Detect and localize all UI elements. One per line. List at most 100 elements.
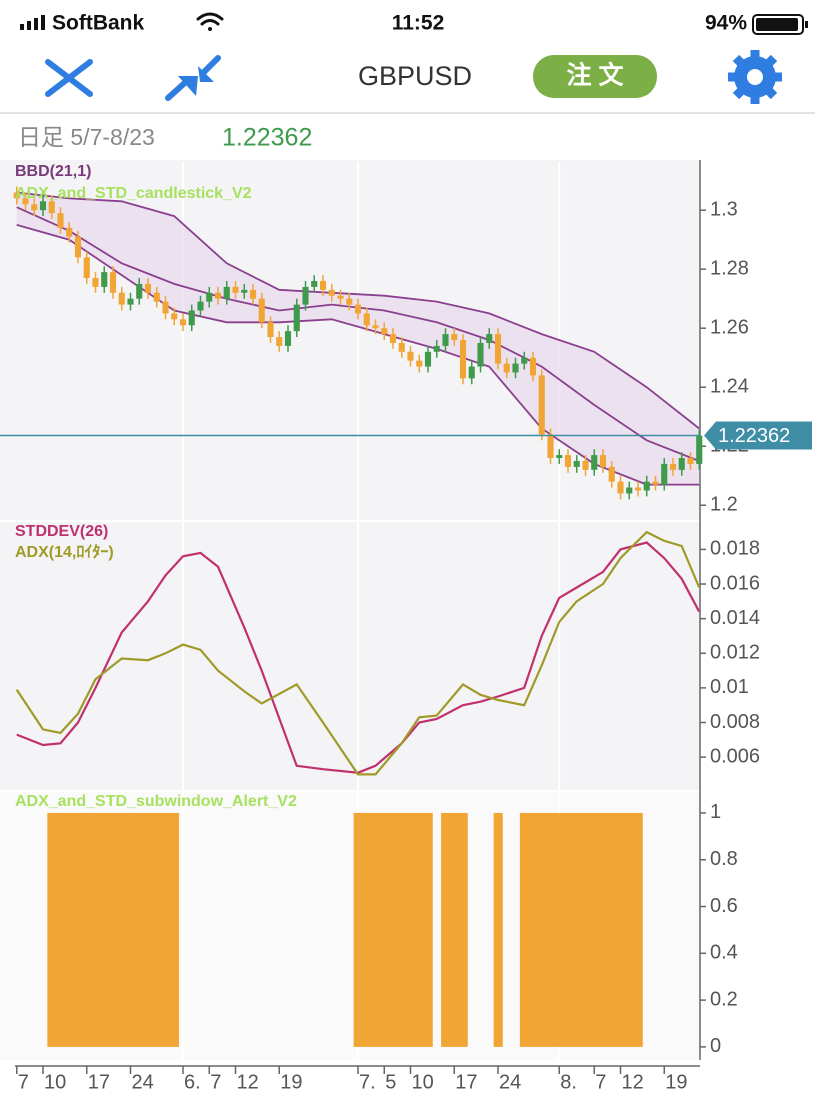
wifi-icon <box>196 12 224 31</box>
y-tick-label: 0.01 <box>710 676 749 698</box>
candle-body <box>617 481 624 494</box>
x-tick-label: 10 <box>411 1071 433 1093</box>
alert-bar <box>406 812 416 1047</box>
alert-bar <box>371 812 381 1047</box>
candle-body <box>92 278 99 287</box>
candle-body <box>433 345 440 352</box>
candle-body <box>608 466 615 482</box>
candle-body <box>109 272 117 293</box>
candle-body <box>171 313 178 320</box>
alert-bar <box>117 812 127 1047</box>
x-tick-label: 7 <box>210 1071 221 1093</box>
chart-layer: 1.21.221.241.261.281.31.22362BBD(21,1)AD… <box>0 160 812 1093</box>
candle-body <box>486 334 493 343</box>
candle-body <box>626 487 633 494</box>
battery-level: 94% <box>705 12 747 35</box>
x-tick-label: 17 <box>455 1071 477 1093</box>
x-tick-label: 17 <box>88 1071 110 1093</box>
alert-bar <box>99 812 110 1047</box>
alert-bar <box>633 812 643 1047</box>
y-tick-label: 0.008 <box>710 711 760 733</box>
alert-bar <box>73 812 83 1047</box>
candle-body <box>599 455 607 467</box>
candle-body <box>468 366 475 379</box>
candle-body <box>241 289 248 293</box>
alert-bar <box>56 812 66 1047</box>
alert-title: ADX_and_STD_subwindow_Alert_V2 <box>15 793 297 810</box>
candle-body <box>591 455 598 470</box>
indicator-label: BBD(21,1) <box>15 163 91 180</box>
candle-body <box>538 375 545 435</box>
alert-bar <box>397 812 407 1047</box>
band-upper <box>16 191 700 430</box>
candle-body <box>22 198 29 205</box>
carrier: SoftBank <box>52 12 144 35</box>
x-tick-label: 7 <box>595 1071 606 1093</box>
candle-body <box>661 463 668 485</box>
candle-body <box>459 340 467 379</box>
signal-icon <box>20 15 45 30</box>
candle-body <box>678 458 685 470</box>
candle-body <box>529 357 537 376</box>
y-tick-label: 1.2 <box>710 494 738 516</box>
order-button-label[interactable]: 注 文 <box>567 61 625 90</box>
x-tick-label: 7 <box>18 1071 29 1093</box>
collapse-button[interactable] <box>165 55 221 101</box>
settings-button[interactable] <box>728 50 782 104</box>
indicator-panel <box>0 522 700 790</box>
current-price-label: 1.22362 <box>718 425 790 447</box>
candle-body <box>153 292 160 302</box>
y-tick-label: 0.8 <box>710 848 738 870</box>
alert-bar <box>519 812 530 1047</box>
candle-body <box>223 286 230 299</box>
candle-body <box>118 292 125 305</box>
candle-body <box>451 334 458 340</box>
alert-bar <box>134 812 145 1047</box>
candle-body <box>284 331 292 346</box>
indicator-label: ADX_and_STD_candlestick_V2 <box>15 185 252 202</box>
alert-bar <box>589 812 600 1047</box>
y-tick-label: 1 <box>710 801 721 823</box>
alert-bar <box>169 812 180 1047</box>
y-tick-label: 1.3 <box>710 198 738 220</box>
candle-body <box>328 289 335 296</box>
candle-body <box>389 334 397 343</box>
y-tick-label: 0.6 <box>710 895 738 917</box>
candle-body <box>564 455 572 467</box>
x-tick-label: 8. <box>560 1071 577 1093</box>
current-price-tag <box>704 421 812 450</box>
candle-body <box>512 363 519 373</box>
candle-body <box>276 337 283 346</box>
alert-bar <box>449 812 460 1047</box>
candle-body <box>381 328 388 335</box>
candle-body <box>354 304 362 314</box>
candle-body <box>39 201 47 211</box>
alert-bar <box>379 812 390 1047</box>
alert-bar <box>143 812 153 1047</box>
alert-bar <box>563 812 573 1047</box>
clock: 11:52 <box>392 12 445 35</box>
candle-body <box>477 342 484 367</box>
close-button[interactable] <box>45 59 93 97</box>
candle-body <box>687 458 694 464</box>
candle-body <box>249 289 257 299</box>
candle-body <box>346 298 353 305</box>
x-tick-label: 6. <box>184 1071 201 1093</box>
candle-body <box>48 201 55 214</box>
candle-body <box>424 351 432 367</box>
candle-body <box>634 487 642 491</box>
candle-body <box>127 298 134 305</box>
alert-bar <box>458 812 468 1047</box>
candle-body <box>407 351 414 361</box>
candle-body <box>669 463 677 470</box>
y-tick-label: 1.26 <box>710 316 749 338</box>
x-tick-label: 24 <box>499 1071 521 1093</box>
candle-body <box>136 283 143 299</box>
candle-body <box>101 272 108 287</box>
order-button[interactable]: 注 文 <box>533 55 657 98</box>
alert-bar <box>572 812 582 1047</box>
alert-bar <box>161 812 171 1047</box>
last-price: 1.22362 <box>222 124 312 152</box>
candle-body <box>74 236 82 258</box>
